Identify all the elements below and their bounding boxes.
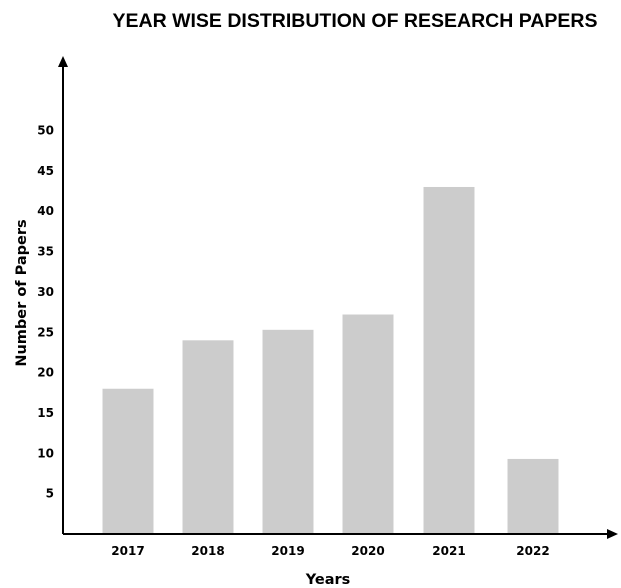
bar-2022 [507,458,559,534]
y-tick-label: 15 [37,406,54,420]
x-tick-label: 2020 [351,544,384,558]
y-tick-label: 20 [37,366,54,380]
y-tick-label: 25 [37,325,54,339]
bars-group [102,186,559,535]
bar-2020 [342,314,394,534]
bar-2018 [182,340,234,534]
chart-title: YEAR WISE DISTRIBUTION OF RESEARCH PAPER… [112,10,597,32]
x-tick-label: 2018 [191,544,224,558]
y-tick-label: 40 [37,204,54,218]
bar-2017 [102,388,154,534]
y-tick-label: 45 [37,164,54,178]
y-tick-label: 5 [46,487,54,501]
y-tick-label: 30 [37,285,54,299]
x-tick-label: 2019 [271,544,304,558]
x-tick-label: 2022 [516,544,549,558]
bar-2019 [262,329,314,534]
x-ticks-group: 2017 2018 2019 2020 2021 2022 [111,544,549,558]
x-axis-arrow-icon [607,529,618,539]
y-tick-label: 10 [37,446,54,460]
x-tick-label: 2017 [111,544,144,558]
x-axis-label: Years [305,572,351,588]
y-ticks-group: 5 10 15 20 25 30 35 40 45 50 [37,124,54,501]
bar-2021 [423,186,475,535]
y-axis-label: Number of Papers [14,219,30,366]
y-axis-arrow-icon [58,56,68,67]
y-tick-label: 50 [37,124,54,138]
x-tick-label: 2021 [432,544,465,558]
y-tick-label: 35 [37,245,54,259]
